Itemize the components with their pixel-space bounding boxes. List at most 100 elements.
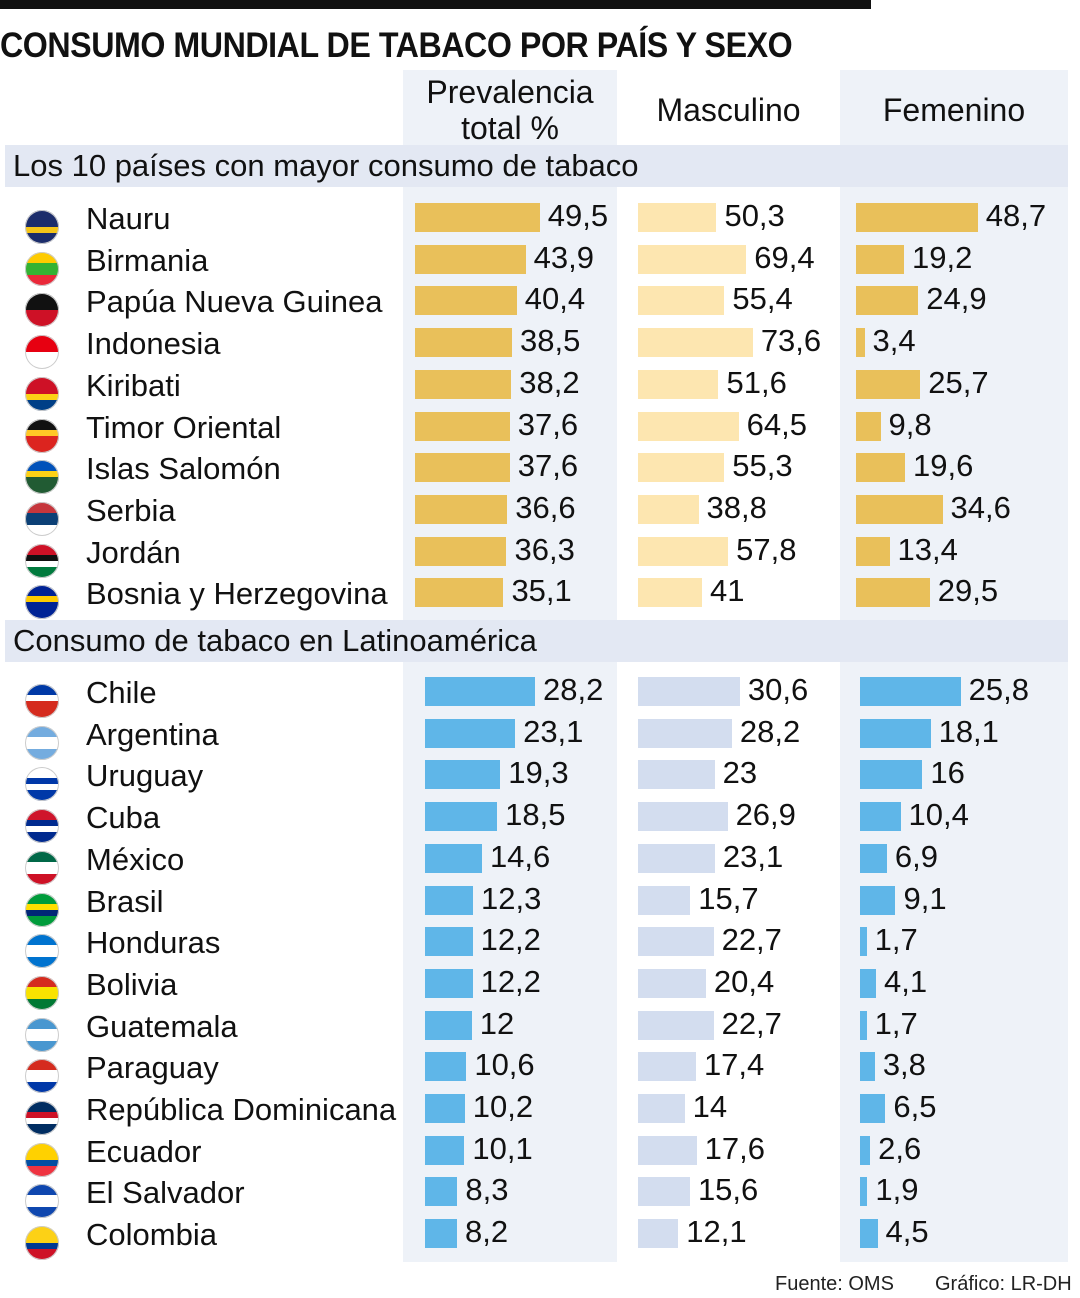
bar-male (638, 1135, 697, 1165)
bar-female (860, 1052, 875, 1082)
value-label-total: 12,2 (480, 922, 541, 958)
country-name: República Dominicana (86, 1092, 397, 1127)
bar-total (415, 578, 504, 608)
value-label-female: 4,5 (885, 1214, 929, 1250)
bar-male (638, 453, 725, 483)
country-row: El Salvador 8,3 15,6 1,9 (0, 1172, 1080, 1220)
value-label-female: 13,4 (897, 531, 958, 567)
value-label-male: 20,4 (713, 963, 775, 999)
country-row: Guatemala 12 22,7 1,7 (0, 1006, 1080, 1054)
value-label-female: 29,5 (937, 573, 999, 609)
country-row: Cuba 18,5 26,9 10,4 (0, 797, 1080, 845)
bar-male (638, 286, 725, 316)
value-label-male: 41 (709, 573, 745, 609)
value-label-female: 1,9 (875, 1172, 919, 1208)
column-header-total: Prevalencia total % (426, 74, 594, 146)
bar-female (856, 328, 865, 358)
bar-female (856, 536, 890, 566)
country-row: Birmania 43,9 69,4 19,2 (0, 240, 1080, 288)
bar-female (860, 1219, 878, 1249)
country-row: Timor Oriental 37,6 64,5 9,8 (0, 407, 1080, 455)
value-label-female: 19,2 (912, 239, 973, 275)
bar-total (425, 677, 535, 706)
bar-total (425, 718, 516, 748)
value-label-female: 16 (930, 755, 965, 791)
value-label-male: 38,8 (706, 489, 767, 525)
country-name: Brasil (86, 883, 164, 919)
value-label-female: 3,4 (872, 323, 916, 359)
country-name: Nauru (86, 201, 171, 236)
flag-icon (25, 501, 59, 536)
value-label-total: 35,1 (511, 573, 572, 609)
bar-male (638, 244, 747, 274)
value-label-female: 6,9 (894, 838, 939, 874)
country-row: Bolivia 12,2 20,4 4,1 (0, 964, 1080, 1012)
country-name: Indonesia (86, 326, 221, 362)
value-label-male: 30,6 (747, 672, 809, 707)
country-name: Cuba (86, 800, 161, 836)
value-label-total: 12,2 (480, 963, 541, 999)
column-header-female: Femenino (882, 92, 1026, 128)
bar-female (860, 927, 867, 957)
flag-icon (25, 210, 59, 244)
bar-male (638, 843, 715, 873)
bar-male (638, 1010, 714, 1040)
flag-icon (25, 1017, 59, 1052)
bar-female (860, 885, 896, 915)
country-name: Uruguay (86, 758, 204, 794)
flag-icon (25, 418, 59, 453)
bar-male (638, 802, 728, 832)
value-label-total: 38,5 (520, 323, 581, 359)
bar-total (415, 328, 513, 358)
bar-female (860, 1094, 886, 1123)
source-note: Fuente: OMS (775, 1273, 894, 1295)
value-label-total: 38,2 (519, 364, 580, 400)
value-label-total: 10,6 (474, 1047, 535, 1083)
country-name: Papúa Nueva Guinea (86, 284, 383, 320)
value-label-female: 18,1 (938, 713, 999, 749)
bar-male (638, 203, 717, 232)
country-name: Kiribati (86, 367, 181, 403)
value-label-male: 22,7 (721, 922, 782, 958)
country-row: Chile 28,2 30,6 25,8 (0, 672, 1080, 720)
bar-male (638, 494, 699, 524)
bar-total (415, 244, 526, 274)
value-label-total: 28,2 (542, 672, 604, 707)
bar-total (425, 843, 482, 873)
flag-icon (25, 1101, 59, 1135)
bar-male (638, 760, 715, 790)
value-label-male: 26,9 (735, 797, 796, 833)
bar-total (415, 203, 540, 232)
value-label-female: 3,8 (882, 1047, 926, 1083)
country-row: Papúa Nueva Guinea 40,4 55,4 24,9 (0, 281, 1080, 329)
flag-icon (25, 1059, 59, 1094)
value-label-female: 1,7 (874, 922, 918, 958)
bar-female (860, 1177, 868, 1207)
value-label-total: 8,3 (465, 1172, 509, 1208)
value-label-female: 24,9 (926, 281, 987, 317)
bar-female (860, 1010, 867, 1040)
value-label-male: 55,4 (732, 281, 793, 317)
bar-total (415, 369, 512, 399)
bar-male (638, 411, 739, 441)
value-label-male: 23 (722, 755, 758, 791)
country-row: Indonesia 38,5 73,6 3,4 (0, 323, 1080, 371)
bar-total (415, 453, 510, 483)
bar-female (860, 968, 876, 998)
value-label-female: 25,8 (968, 672, 1029, 707)
bar-total (425, 1135, 465, 1165)
value-label-total: 19,3 (508, 755, 569, 791)
column-header-male: Masculino (656, 92, 801, 128)
country-row: Ecuador 10,1 17,6 2,6 (0, 1131, 1080, 1179)
bar-male (638, 718, 732, 748)
flag-icon (25, 293, 59, 328)
country-row: Islas Salomón 37,6 55,3 19,6 (0, 448, 1080, 496)
country-name: Chile (86, 675, 157, 710)
bar-female (860, 1135, 871, 1165)
bar-male (638, 1177, 690, 1207)
country-row: Honduras 12,2 22,7 1,7 (0, 922, 1080, 970)
value-label-female: 1,7 (874, 1005, 918, 1041)
bar-male (638, 1094, 685, 1123)
bar-female (856, 286, 919, 316)
country-name: Ecuador (86, 1133, 202, 1169)
